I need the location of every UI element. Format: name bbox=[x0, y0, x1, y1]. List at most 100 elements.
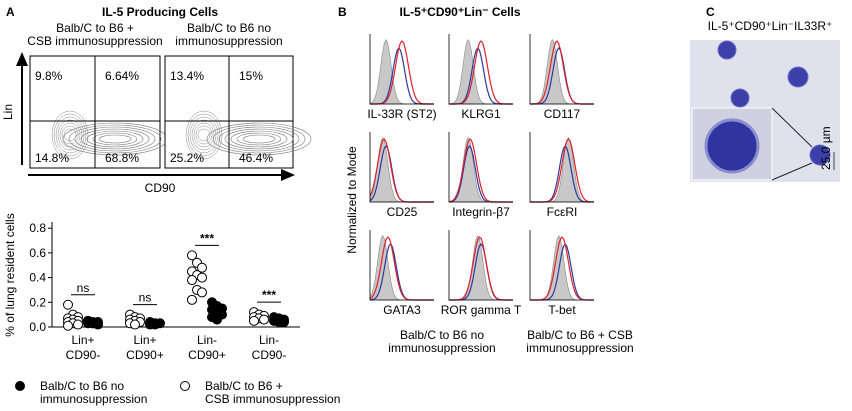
legend-marker bbox=[180, 381, 190, 391]
histogram-axes bbox=[448, 132, 513, 203]
cell bbox=[717, 40, 737, 60]
y-tick-label: 0.0 bbox=[29, 320, 46, 334]
contour bbox=[191, 119, 217, 151]
contour bbox=[68, 124, 162, 154]
marker-label: CD25 bbox=[387, 205, 418, 219]
zoom-line bbox=[771, 107, 813, 148]
cell bbox=[809, 144, 831, 166]
quadrant-percent: 13.4% bbox=[170, 69, 204, 83]
legend-label: Balb/C to B6 + CSB immunosuppression bbox=[526, 328, 633, 355]
contour bbox=[74, 126, 156, 152]
quadrant-percent: 15% bbox=[239, 69, 263, 83]
y-tick-label: 0.4 bbox=[29, 271, 46, 285]
legend-marker bbox=[15, 381, 25, 391]
contour bbox=[59, 122, 81, 148]
histogram-ref bbox=[448, 38, 513, 105]
y-tick-label: 0.6 bbox=[29, 246, 46, 260]
x-tick-label: Lin+ CD90- bbox=[66, 333, 101, 362]
data-point bbox=[63, 320, 73, 331]
cell bbox=[704, 118, 760, 174]
panel-letter: A bbox=[6, 5, 15, 19]
arrow-head bbox=[281, 169, 295, 181]
histogram-ref bbox=[369, 38, 434, 105]
contour bbox=[98, 134, 132, 144]
quadrant-percent: 46.4% bbox=[239, 151, 273, 165]
data-point bbox=[249, 315, 259, 326]
histogram-ref bbox=[530, 136, 594, 203]
data-point bbox=[150, 319, 160, 330]
y-tick-label: 0.8 bbox=[29, 221, 46, 235]
panel-letter: B bbox=[338, 5, 347, 19]
cell bbox=[730, 88, 750, 108]
data-point bbox=[63, 299, 73, 310]
contour bbox=[189, 116, 219, 154]
legend-label: Balb/C to B6 + CSB immunosuppression bbox=[205, 379, 340, 406]
panel-title: IL-5⁺CD90⁺Lin⁻ Cells bbox=[399, 5, 520, 19]
contour bbox=[242, 134, 276, 144]
contour bbox=[53, 113, 87, 157]
histogram-ref bbox=[530, 38, 594, 105]
contour bbox=[51, 110, 89, 160]
histogram-axes bbox=[369, 34, 434, 105]
contour bbox=[63, 128, 77, 142]
legend-label: Balb/C to B6 no immunosuppression bbox=[40, 379, 147, 406]
data-point bbox=[187, 250, 197, 261]
quadrant-percent: 9.8% bbox=[35, 69, 63, 83]
data-point bbox=[197, 262, 207, 273]
histogram-axes bbox=[529, 132, 594, 203]
marker-label: ROR gamma T bbox=[441, 303, 522, 317]
panel-title: IL-5 Producing Cells bbox=[102, 5, 218, 19]
contour bbox=[197, 128, 211, 142]
contour bbox=[80, 128, 150, 150]
significance: ns bbox=[77, 281, 90, 295]
contour bbox=[61, 125, 79, 145]
zoom-line bbox=[771, 162, 813, 181]
contour bbox=[185, 110, 223, 160]
flow-header: Balb/C to B6 no immunosuppression bbox=[175, 21, 282, 48]
histogram-axes bbox=[448, 230, 513, 301]
data-point bbox=[88, 318, 98, 329]
data-point bbox=[197, 272, 207, 283]
axis-label: Lin bbox=[1, 104, 15, 120]
marker-label: GATA3 bbox=[383, 303, 421, 317]
x-tick-label: Lin+ CD90+ bbox=[126, 333, 164, 362]
histogram-axes bbox=[369, 132, 434, 203]
y-tick-label: 0.2 bbox=[29, 295, 46, 309]
significance: *** bbox=[200, 231, 214, 245]
histogram-line bbox=[448, 145, 513, 203]
flow-header: Balb/C to B6 + CSB immunosuppression bbox=[27, 21, 162, 48]
axis-label: CD90 bbox=[145, 181, 176, 195]
x-tick-label: Lin-CD90- bbox=[252, 333, 287, 362]
marker-label: CD117 bbox=[544, 107, 581, 121]
axis-label: Normalized to Mode bbox=[345, 146, 359, 254]
data-point bbox=[187, 294, 197, 305]
contour bbox=[212, 124, 306, 154]
contour bbox=[224, 128, 294, 150]
contour bbox=[236, 132, 282, 146]
histogram-axes bbox=[448, 34, 513, 105]
data-point bbox=[279, 317, 289, 328]
marker-label: IL-33R (ST2) bbox=[367, 107, 436, 121]
quadrant-percent: 14.8% bbox=[35, 151, 69, 165]
marker-label: T-bet bbox=[548, 303, 576, 317]
histogram-axes bbox=[529, 34, 594, 105]
contour bbox=[206, 122, 312, 156]
marker-label: KLRG1 bbox=[461, 107, 501, 121]
contour bbox=[57, 119, 83, 151]
legend-label: Balb/C to B6 no immunosuppression bbox=[388, 328, 495, 355]
histogram-axes bbox=[529, 230, 594, 301]
significance: ns bbox=[139, 291, 152, 305]
arrow-head bbox=[16, 52, 28, 66]
contour bbox=[187, 113, 221, 157]
histogram-axes bbox=[369, 230, 434, 301]
contour bbox=[92, 132, 138, 146]
marker-label: Integrin-β7 bbox=[452, 205, 510, 219]
marker-label: FcεRI bbox=[547, 205, 578, 219]
data-point bbox=[130, 319, 140, 330]
data-point bbox=[212, 314, 222, 325]
panel-title: IL-5⁺CD90⁺Lin⁻IL33R⁺ bbox=[708, 19, 833, 33]
data-point bbox=[187, 275, 197, 286]
quadrant-percent: 6.64% bbox=[105, 69, 139, 83]
contour bbox=[193, 122, 215, 148]
